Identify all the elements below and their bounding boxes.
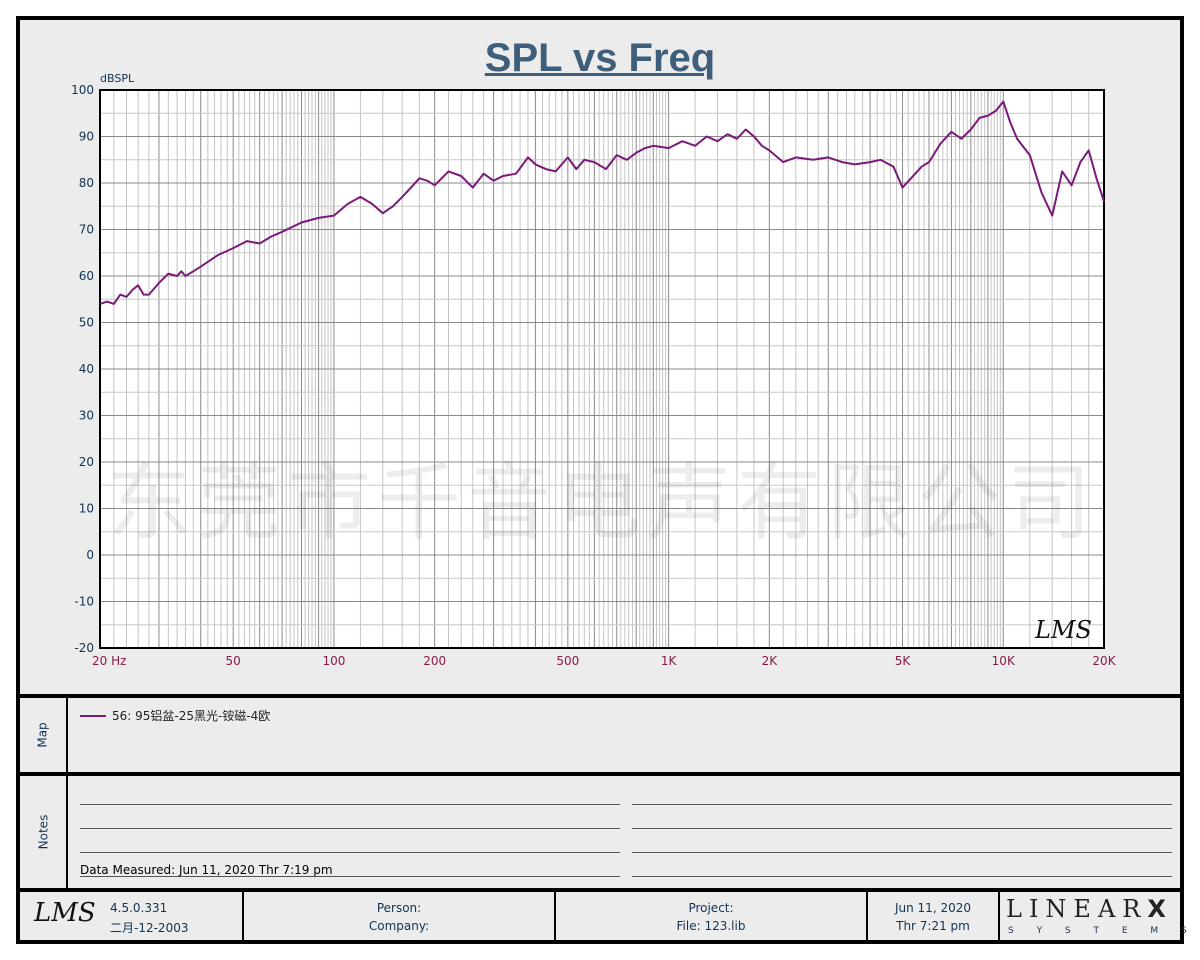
footer-divider bbox=[242, 892, 244, 940]
footer-person-cell: Person: Company: bbox=[244, 892, 554, 936]
note-line bbox=[80, 852, 620, 853]
map-panel: Map 56: 95铝盆-25黑光-铵磁-4欧 bbox=[20, 698, 1180, 772]
data-measured: Data Measured: Jun 11, 2020 Thr 7:19 pm bbox=[80, 863, 333, 877]
footer-date-cell: Jun 11, 2020 Thr 7:21 pm bbox=[868, 892, 998, 936]
note-line bbox=[632, 828, 1172, 829]
footer-project-cell: Project: File: 123.lib bbox=[556, 892, 866, 936]
linearx-logo: LINEARX S Y S T E M S bbox=[1000, 892, 1187, 940]
x-tick-label: 100 bbox=[322, 654, 345, 668]
footer-divider bbox=[866, 892, 868, 940]
y-tick-label: 50 bbox=[79, 316, 94, 330]
chart-panel: SPL vs Freq 东莞市千音电声有限公司 100 90 80 70 60 50 40 30… bbox=[20, 20, 1180, 694]
y-tick-label: 40 bbox=[79, 362, 94, 376]
note-line bbox=[80, 828, 620, 829]
chart-title: SPL vs Freq bbox=[484, 36, 716, 80]
lms-logo: LMS bbox=[34, 898, 96, 928]
map-label: Map bbox=[35, 722, 50, 748]
x-tick-label: 500 bbox=[556, 654, 579, 668]
brand-wordmark: LINEARX bbox=[1006, 895, 1173, 923]
version-number: 4.5.0.331 bbox=[110, 901, 168, 915]
y-tick-label: 30 bbox=[79, 409, 94, 423]
y-axis-label: dBSPL bbox=[100, 72, 135, 85]
map-label-divider bbox=[66, 698, 68, 772]
note-line bbox=[80, 804, 620, 805]
series-line-spl bbox=[99, 100, 1105, 305]
y-tick-label: 80 bbox=[79, 176, 94, 190]
person-label: Person: bbox=[376, 901, 422, 915]
x-tick-label: 20K bbox=[1092, 654, 1116, 668]
company-label: Company: bbox=[368, 919, 430, 933]
x-tick-label: 10K bbox=[992, 654, 1016, 668]
file-label: File: 123.lib bbox=[676, 919, 746, 933]
notes-panel: Notes Data Measured: Jun 11, 2020 Thr 7:… bbox=[20, 776, 1180, 888]
plot-lms-logo: LMS bbox=[1034, 616, 1092, 644]
footer-divider bbox=[554, 892, 556, 940]
y-tick-label: 60 bbox=[79, 269, 94, 283]
footer-divider bbox=[998, 892, 1000, 940]
y-tick-label: 100 bbox=[71, 83, 94, 97]
note-line bbox=[632, 876, 1172, 877]
version-date: 二月-12-2003 bbox=[110, 921, 189, 935]
footer-time: Thr 7:21 pm bbox=[896, 919, 970, 933]
notes-label-divider bbox=[66, 776, 68, 888]
note-line bbox=[80, 876, 620, 877]
watermark-text: 东莞市千音电声有限公司 bbox=[107, 454, 1097, 552]
spl-plot: 东莞市千音电声有限公司1009080706050403020100-10-20d… bbox=[71, 72, 1117, 668]
footer: LMS 4.5.0.331 二月-12-2003 Person: Company… bbox=[20, 892, 1187, 940]
notes-label: Notes bbox=[35, 814, 50, 850]
y-tick-label: 10 bbox=[79, 502, 94, 516]
x-tick-label: 2K bbox=[762, 654, 779, 668]
note-line bbox=[632, 804, 1172, 805]
divider-notes-footer bbox=[20, 888, 1180, 892]
divider-chart-map bbox=[20, 694, 1180, 698]
divider-map-notes bbox=[20, 772, 1180, 776]
legend-swatch bbox=[80, 715, 106, 717]
footer-date: Jun 11, 2020 bbox=[894, 901, 971, 915]
note-line bbox=[632, 852, 1172, 853]
y-tick-label: 0 bbox=[86, 548, 94, 562]
report-frame: SPL vs Freq 东莞市千音电声有限公司 100 90 80 70 60 50 40 30… bbox=[16, 16, 1187, 944]
x-tick-label: 200 bbox=[423, 654, 446, 668]
brand-subtitle: S Y S T E M S bbox=[1008, 926, 1197, 936]
x-tick-label: 5K bbox=[895, 654, 912, 668]
y-tick-label: 70 bbox=[79, 223, 94, 237]
project-label: Project: bbox=[688, 901, 734, 915]
plot-border bbox=[99, 89, 1105, 649]
footer-version-cell: LMS 4.5.0.331 二月-12-2003 bbox=[20, 892, 242, 936]
y-tick-label: -20 bbox=[74, 641, 94, 655]
y-tick-label: -10 bbox=[74, 595, 94, 609]
x-tick-label: 1K bbox=[661, 654, 678, 668]
x-tick-label: 50 bbox=[226, 654, 241, 668]
y-tick-label: 20 bbox=[79, 455, 94, 469]
x-tick-label: 20 Hz bbox=[92, 654, 126, 668]
y-tick-label: 90 bbox=[79, 130, 94, 144]
legend-entry: 56: 95铝盆-25黑光-铵磁-4欧 bbox=[112, 709, 271, 723]
